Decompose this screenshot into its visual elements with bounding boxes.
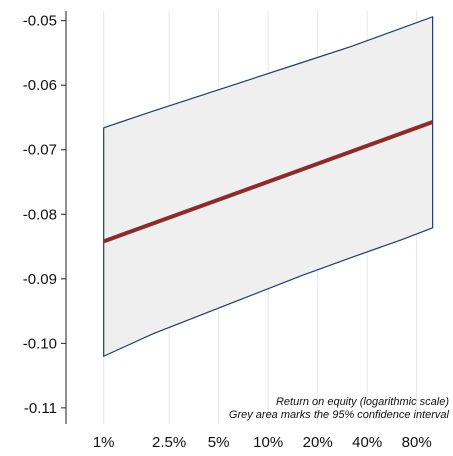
series-line-0 bbox=[103, 120, 434, 244]
confidence-band-outline bbox=[103, 15, 434, 358]
y-tick-label-0: -0.05 bbox=[23, 13, 57, 30]
annotation-scale-note: Return on equity (logarithmic scale) bbox=[276, 396, 449, 408]
y-tick-label-3: -0.08 bbox=[23, 206, 57, 223]
confidence-band-area bbox=[103, 16, 433, 357]
y-tick-label-4: -0.09 bbox=[23, 271, 57, 288]
y-tick-label-6: -0.11 bbox=[24, 400, 57, 417]
x-tick-label-3: 10% bbox=[253, 434, 283, 451]
x-tick-label-1: 2.5% bbox=[152, 434, 186, 451]
x-tick-label-6: 80% bbox=[402, 434, 432, 451]
series-lines bbox=[103, 120, 434, 244]
annotation-ci-note: Grey area marks the 95% confidence inter… bbox=[229, 409, 450, 421]
y-tick-label-2: -0.07 bbox=[23, 142, 57, 159]
confidence-band bbox=[103, 15, 434, 358]
y-tick-label-5: -0.10 bbox=[23, 335, 57, 352]
x-tick-label-0: 1% bbox=[93, 434, 115, 451]
x-tick-labels: 1% 2.5% 5% 10% 20% 40% 80% bbox=[93, 434, 432, 451]
annotations: Return on equity (logarithmic scale) Gre… bbox=[229, 396, 450, 421]
y-tick-label-1: -0.06 bbox=[23, 77, 57, 94]
x-tick-label-4: 20% bbox=[303, 434, 333, 451]
x-tick-label-2: 5% bbox=[208, 434, 230, 451]
x-tick-label-5: 40% bbox=[352, 434, 382, 451]
y-tick-labels: -0.05 -0.06 -0.07 -0.08 -0.09 -0.10 -0.11 bbox=[23, 13, 66, 417]
